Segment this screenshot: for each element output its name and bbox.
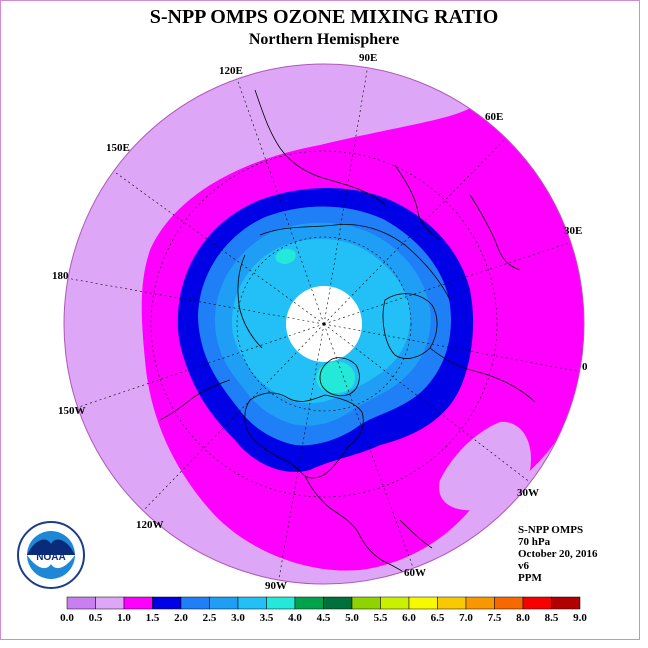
colorbar-swatch [551, 596, 581, 610]
coastline-east-asia [254, 89, 386, 206]
colorbar-tick-label: 2.5 [203, 612, 217, 624]
coastline-india [394, 164, 441, 241]
contour-fields [64, 64, 584, 584]
meridian-150e [111, 169, 325, 325]
lon-label: 90W [265, 580, 287, 592]
coastline-africa-north [429, 347, 536, 403]
meridian-30w [323, 323, 536, 487]
colorbar-tick-label: 3.5 [260, 612, 274, 624]
graticule-lat-60 [236, 236, 412, 412]
colorbar-tick-label: 4.0 [288, 612, 302, 624]
colorbar-tick-label: 5.5 [374, 612, 388, 624]
longitude-labels: 90E 60E 30E 0 30W 60W 90W 120W 150W 180 … [52, 52, 588, 592]
lon-label: 120E [219, 65, 243, 77]
lon-label: 60W [404, 567, 426, 579]
lon-label: 30E [564, 225, 582, 237]
colorbar-tick-label: 6.0 [402, 612, 416, 624]
colorbar-swatch [351, 596, 381, 610]
lon-label: 90E [359, 52, 377, 64]
lon-label: 60E [485, 111, 503, 123]
contour-blob-lower-right [439, 421, 531, 511]
colorbar-tick-label: 3.0 [231, 612, 245, 624]
lon-label: 120W [136, 519, 164, 531]
logo-text: NOAA [36, 552, 65, 563]
meridian-180 [65, 277, 325, 325]
colorbar-tick-label: 2.0 [174, 612, 188, 624]
colorbar-swatch [209, 596, 239, 610]
coastline-central-america [304, 475, 386, 563]
meridian-120w [139, 323, 325, 515]
coastline-alaska [159, 379, 231, 421]
colorbar-swatch [437, 596, 467, 610]
meridian-90e [323, 64, 369, 325]
colorbar-tick-label: 8.0 [516, 612, 530, 624]
coastline-north-america [244, 392, 364, 479]
metadata-block: S-NPP OMPS 70 hPa October 20, 2016 v6 PP… [518, 524, 598, 584]
colorbar-swatch [494, 596, 524, 610]
colorbar-tick-label: 0.5 [89, 612, 103, 624]
colorbar-tick-label: 4.5 [317, 612, 331, 624]
colorbar-tick-label: 0.0 [60, 612, 74, 624]
contour-band-3-5-b [275, 248, 296, 264]
colorbar: 0.0 0.5 1.0 1.5 2.0 2.5 3.0 3.5 4.0 4.5 5.0 5.5 6.0 6… [60, 596, 587, 624]
coastline-siberia [237, 254, 263, 349]
graticule [65, 64, 583, 584]
map-frame [0, 0, 640, 640]
colorbar-swatch [522, 596, 552, 610]
colorbar-tick-label: 7.0 [459, 612, 473, 624]
lon-label: 30W [517, 487, 539, 499]
colorbar-tick-label: 7.5 [488, 612, 502, 624]
meridian-120e [235, 75, 325, 325]
meridian-90w [277, 323, 325, 584]
lon-label: 150E [106, 142, 130, 154]
colorbar-tick-label: 6.5 [431, 612, 445, 624]
map-subtitle: Northern Hemisphere [248, 31, 400, 48]
graticule-lat-30 [150, 150, 498, 498]
meridian-60e [323, 135, 509, 325]
meridian-60w [323, 323, 415, 571]
lon-label: 180 [52, 270, 69, 282]
colorbar-swatch [294, 596, 324, 610]
noaa-logo: NOAA [17, 521, 85, 589]
colorbar-swatch [465, 596, 495, 610]
logo-bird [27, 539, 75, 555]
map-title: S-NPP OMPS OZONE MIXING RATIO [149, 6, 499, 28]
colorbar-swatch [266, 596, 296, 610]
map-disc-outline [63, 63, 585, 585]
info-instrument: S-NPP OMPS [518, 524, 584, 536]
meridian-0 [323, 323, 583, 373]
colorbar-tick-label: 1.0 [117, 612, 131, 624]
info-level: 70 hPa [518, 536, 551, 548]
colorbar-swatch [237, 596, 267, 610]
colorbar-swatch [123, 596, 153, 610]
colorbar-tick-label: 5.0 [345, 612, 359, 624]
lon-label: 0 [582, 361, 588, 373]
colorbar-swatch [380, 596, 410, 610]
colorbar-tick-label: 1.5 [146, 612, 160, 624]
coastline-asia [259, 224, 451, 301]
contour-band-3-5-a [316, 361, 356, 394]
coastline-arabia [469, 194, 521, 271]
coastlines [159, 89, 536, 584]
colorbar-swatch [152, 596, 182, 610]
colorbar-swatch [323, 596, 353, 610]
colorbar-tick-label: 9.0 [573, 612, 587, 624]
info-version: v6 [518, 560, 529, 572]
colorbar-swatch [180, 596, 210, 610]
colorbar-swatch [66, 596, 96, 610]
lon-label: 150W [58, 405, 86, 417]
info-units: PPM [518, 572, 542, 584]
colorbar-tick-label: 8.5 [545, 612, 559, 624]
logo-wave [27, 555, 75, 569]
colorbar-swatch [408, 596, 438, 610]
coastline-greenland [319, 357, 360, 397]
colorbar-swatch [95, 596, 125, 610]
info-date: October 20, 2016 [518, 548, 598, 560]
